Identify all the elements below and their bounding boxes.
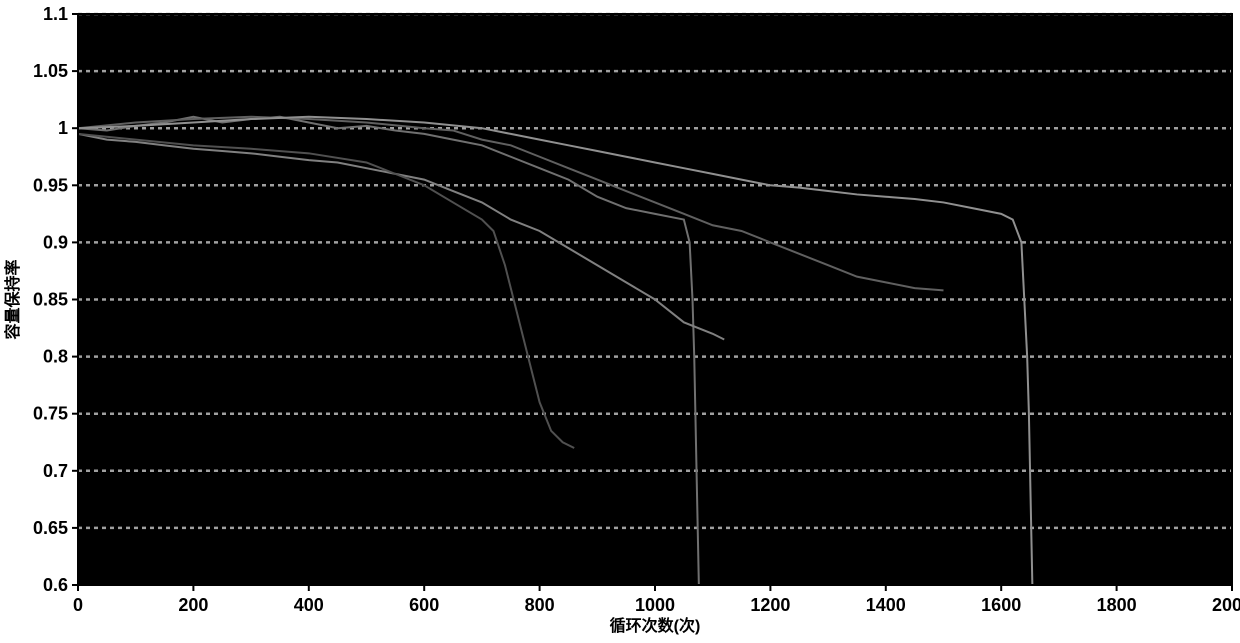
y-axis-label: 容量保持率 [3,259,22,340]
xtick-label: 600 [409,595,439,615]
ytick-label: 0.8 [43,347,68,367]
ytick-label: 0.95 [33,175,68,195]
capacity-retention-chart: 0 200 400 600 800 1000 1200 1400 1600 1800 2000 0.6… [0,0,1240,643]
xtick-label: 1600 [981,595,1021,615]
xtick-label: 1200 [750,595,790,615]
xtick-label: 1000 [635,595,675,615]
ytick-label: 0.7 [43,461,68,481]
ytick-label: 0.9 [43,232,68,252]
ytick-label: 1.05 [33,61,68,81]
ytick-label: 0.6 [43,575,68,595]
xtick-label: 0 [73,595,83,615]
ytick-label: 0.75 [33,404,68,424]
xtick-label: 2000 [1212,595,1240,615]
ytick-label: 0.85 [33,290,68,310]
chart-container: 0 200 400 600 800 1000 1200 1400 1600 1800 2000 0.6… [0,0,1240,643]
xtick-label: 400 [294,595,324,615]
xtick-label: 800 [525,595,555,615]
xtick-label: 1400 [866,595,906,615]
xtick-label: 1800 [1097,595,1137,615]
x-axis-label: 循环次数(次) [610,616,701,635]
ytick-label: 1 [58,118,68,138]
ytick-label: 1.1 [43,4,68,24]
xtick-label: 200 [178,595,208,615]
ytick-label: 0.65 [33,518,68,538]
